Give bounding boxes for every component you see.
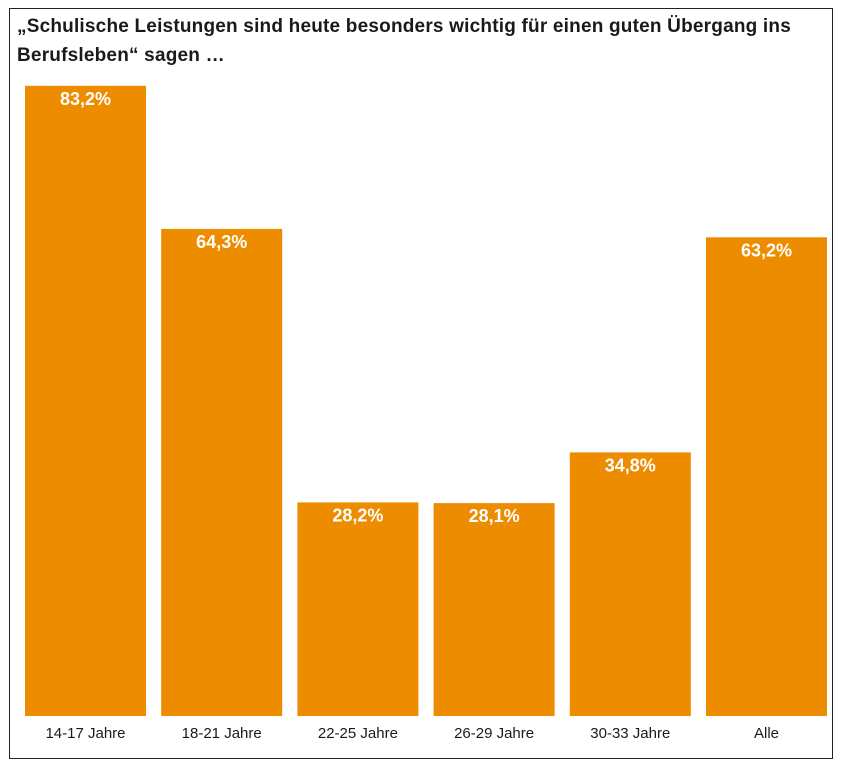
data-label-alle: 63,2% xyxy=(741,240,792,260)
data-label-30-33-jahre: 34,8% xyxy=(605,455,656,475)
category-label-alle: Alle xyxy=(754,725,779,742)
chart-title: „Schulische Leistungen sind heute besond… xyxy=(17,16,791,66)
data-label-22-25-jahre: 28,2% xyxy=(332,505,383,525)
category-label-14-17-jahre: 14-17 Jahre xyxy=(45,725,125,742)
data-label-14-17-jahre: 83,2% xyxy=(60,89,111,109)
category-label-30-33-jahre: 30-33 Jahre xyxy=(590,725,670,742)
bar-22-25-jahre xyxy=(297,502,419,716)
bar-26-29-jahre xyxy=(433,503,555,716)
category-label-26-29-jahre: 26-29 Jahre xyxy=(454,725,534,742)
bar-alle xyxy=(706,237,827,717)
chart-frame xyxy=(9,8,833,759)
bar-18-21-jahre xyxy=(161,228,283,716)
category-label-22-25-jahre: 22-25 Jahre xyxy=(318,725,398,742)
bar-30-33-jahre xyxy=(569,452,691,716)
category-label-18-21-jahre: 18-21 Jahre xyxy=(182,725,262,742)
data-label-26-29-jahre: 28,1% xyxy=(469,506,520,526)
data-label-18-21-jahre: 64,3% xyxy=(196,232,247,252)
bar-14-17-jahre xyxy=(25,85,146,717)
